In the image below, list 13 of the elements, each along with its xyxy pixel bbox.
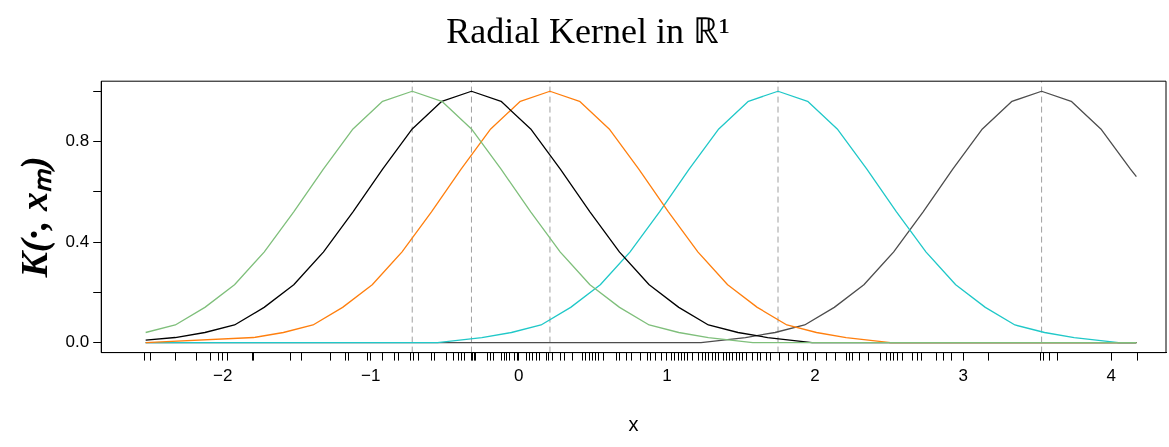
x-tick-label: 0	[514, 366, 524, 386]
x-tick-label: 2	[810, 366, 820, 386]
y-axis-title: K(·, xₘ)	[12, 156, 56, 279]
x-tick-label: 3	[958, 366, 968, 386]
x-tick-label: 4	[1106, 366, 1116, 386]
y-tick-label: 0.0	[65, 332, 90, 352]
y-tick-label: 0.4	[65, 231, 90, 251]
chart-title: Radial Kernel in ℝ¹	[446, 11, 730, 52]
y-tick-label: 0.8	[65, 131, 90, 151]
x-tick-label: −1	[361, 366, 381, 386]
x-tick-label: 1	[662, 366, 672, 386]
x-tick-label: −2	[212, 366, 233, 386]
x-axis-title: x	[628, 412, 639, 435]
